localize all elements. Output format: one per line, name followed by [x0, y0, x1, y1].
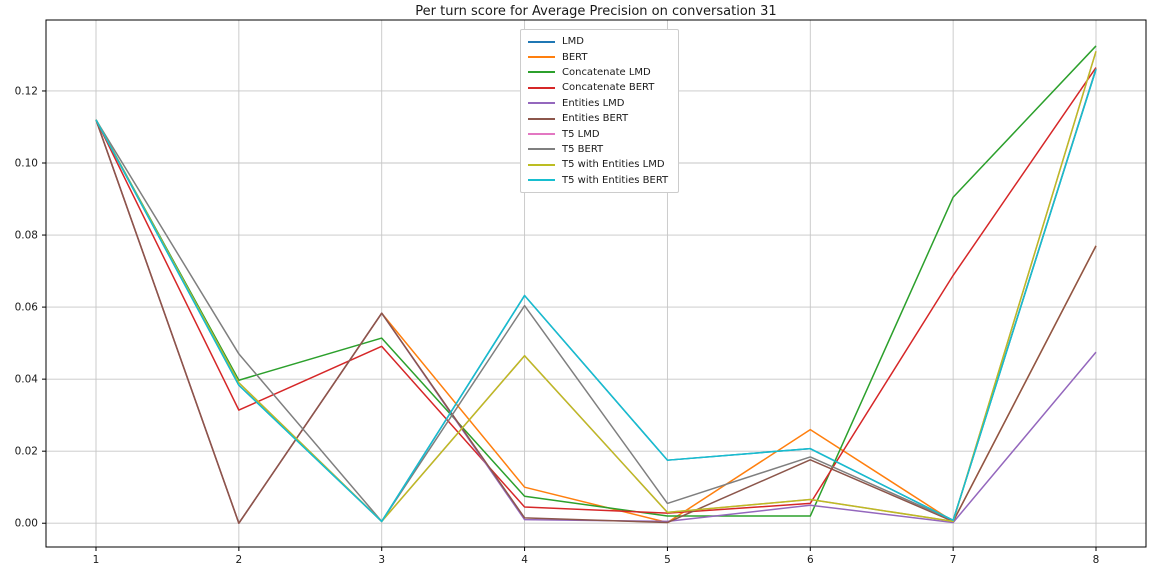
legend-line-swatch — [528, 86, 555, 89]
y-tick-label: 0.06 — [15, 302, 39, 314]
legend-item-t5-lmd: T5 LMD — [528, 126, 668, 141]
series-line-t5-bert — [95, 68, 1097, 523]
y-tick-label: 0.00 — [15, 518, 38, 530]
legend-item-lmd: LMD — [528, 34, 668, 49]
legend-label: Concatenate BERT — [562, 82, 655, 94]
x-tick-label: 4 — [521, 554, 528, 566]
series-line-t5-with-entities-lmd — [95, 51, 1097, 523]
legend-label: T5 with Entities BERT — [562, 174, 669, 186]
legend-line-swatch — [528, 148, 555, 151]
legend-line-swatch — [528, 40, 555, 43]
legend-item-bert: BERT — [528, 49, 668, 64]
y-tick-label: 0.12 — [15, 85, 38, 97]
y-tick-label: 0.02 — [15, 446, 38, 458]
chart-title: Per turn score for Average Precision on … — [415, 4, 777, 19]
plot-border — [45, 19, 1147, 548]
legend-line-swatch — [528, 102, 555, 105]
legend-line-swatch — [528, 133, 555, 136]
legend-item-entities-lmd: Entities LMD — [528, 96, 668, 111]
legend-label: Entities BERT — [562, 113, 629, 125]
legend-item-t5-with-entities-bert: T5 with Entities BERT — [528, 173, 668, 188]
legend: LMD BERT Concatenate LMD Concatenate BERT En… — [520, 29, 680, 193]
x-tick-label: 1 — [93, 554, 100, 566]
x-tick-label: 7 — [950, 554, 957, 566]
x-tick-label: 2 — [236, 554, 243, 566]
y-tick-label: 0.08 — [15, 230, 38, 242]
series-line-entities-bert — [95, 119, 1097, 524]
series-line-concatenate-bert — [95, 67, 1097, 514]
legend-line-swatch — [528, 117, 555, 120]
y-tick-label: 0.10 — [15, 158, 38, 170]
legend-line-swatch — [528, 56, 555, 59]
series-line-t5-with-entities-bert — [95, 69, 1097, 523]
legend-label: Entities LMD — [562, 97, 625, 109]
x-tick-label: 6 — [807, 554, 814, 566]
legend-item-concatenate-lmd: Concatenate LMD — [528, 65, 668, 80]
legend-line-swatch — [528, 71, 555, 74]
series-line-concatenate-lmd — [95, 45, 1097, 517]
legend-line-swatch — [528, 163, 555, 166]
legend-label: LMD — [562, 36, 584, 48]
x-tick-label: 8 — [1093, 554, 1100, 566]
legend-label: T5 LMD — [562, 128, 600, 140]
legend-label: T5 with Entities LMD — [562, 159, 665, 171]
legend-item-concatenate-bert: Concatenate BERT — [528, 80, 668, 95]
legend-item-entities-bert: Entities BERT — [528, 111, 668, 126]
y-tick-label: 0.04 — [15, 374, 39, 386]
x-tick-label: 5 — [664, 554, 671, 566]
legend-item-t5-bert: T5 BERT — [528, 142, 668, 157]
legend-label: T5 BERT — [562, 143, 604, 155]
legend-label: BERT — [562, 51, 588, 63]
x-tick-label: 3 — [378, 554, 385, 566]
legend-line-swatch — [528, 179, 555, 182]
legend-label: Concatenate LMD — [562, 66, 651, 78]
legend-item-t5-with-entities-lmd: T5 with Entities LMD — [528, 157, 668, 172]
